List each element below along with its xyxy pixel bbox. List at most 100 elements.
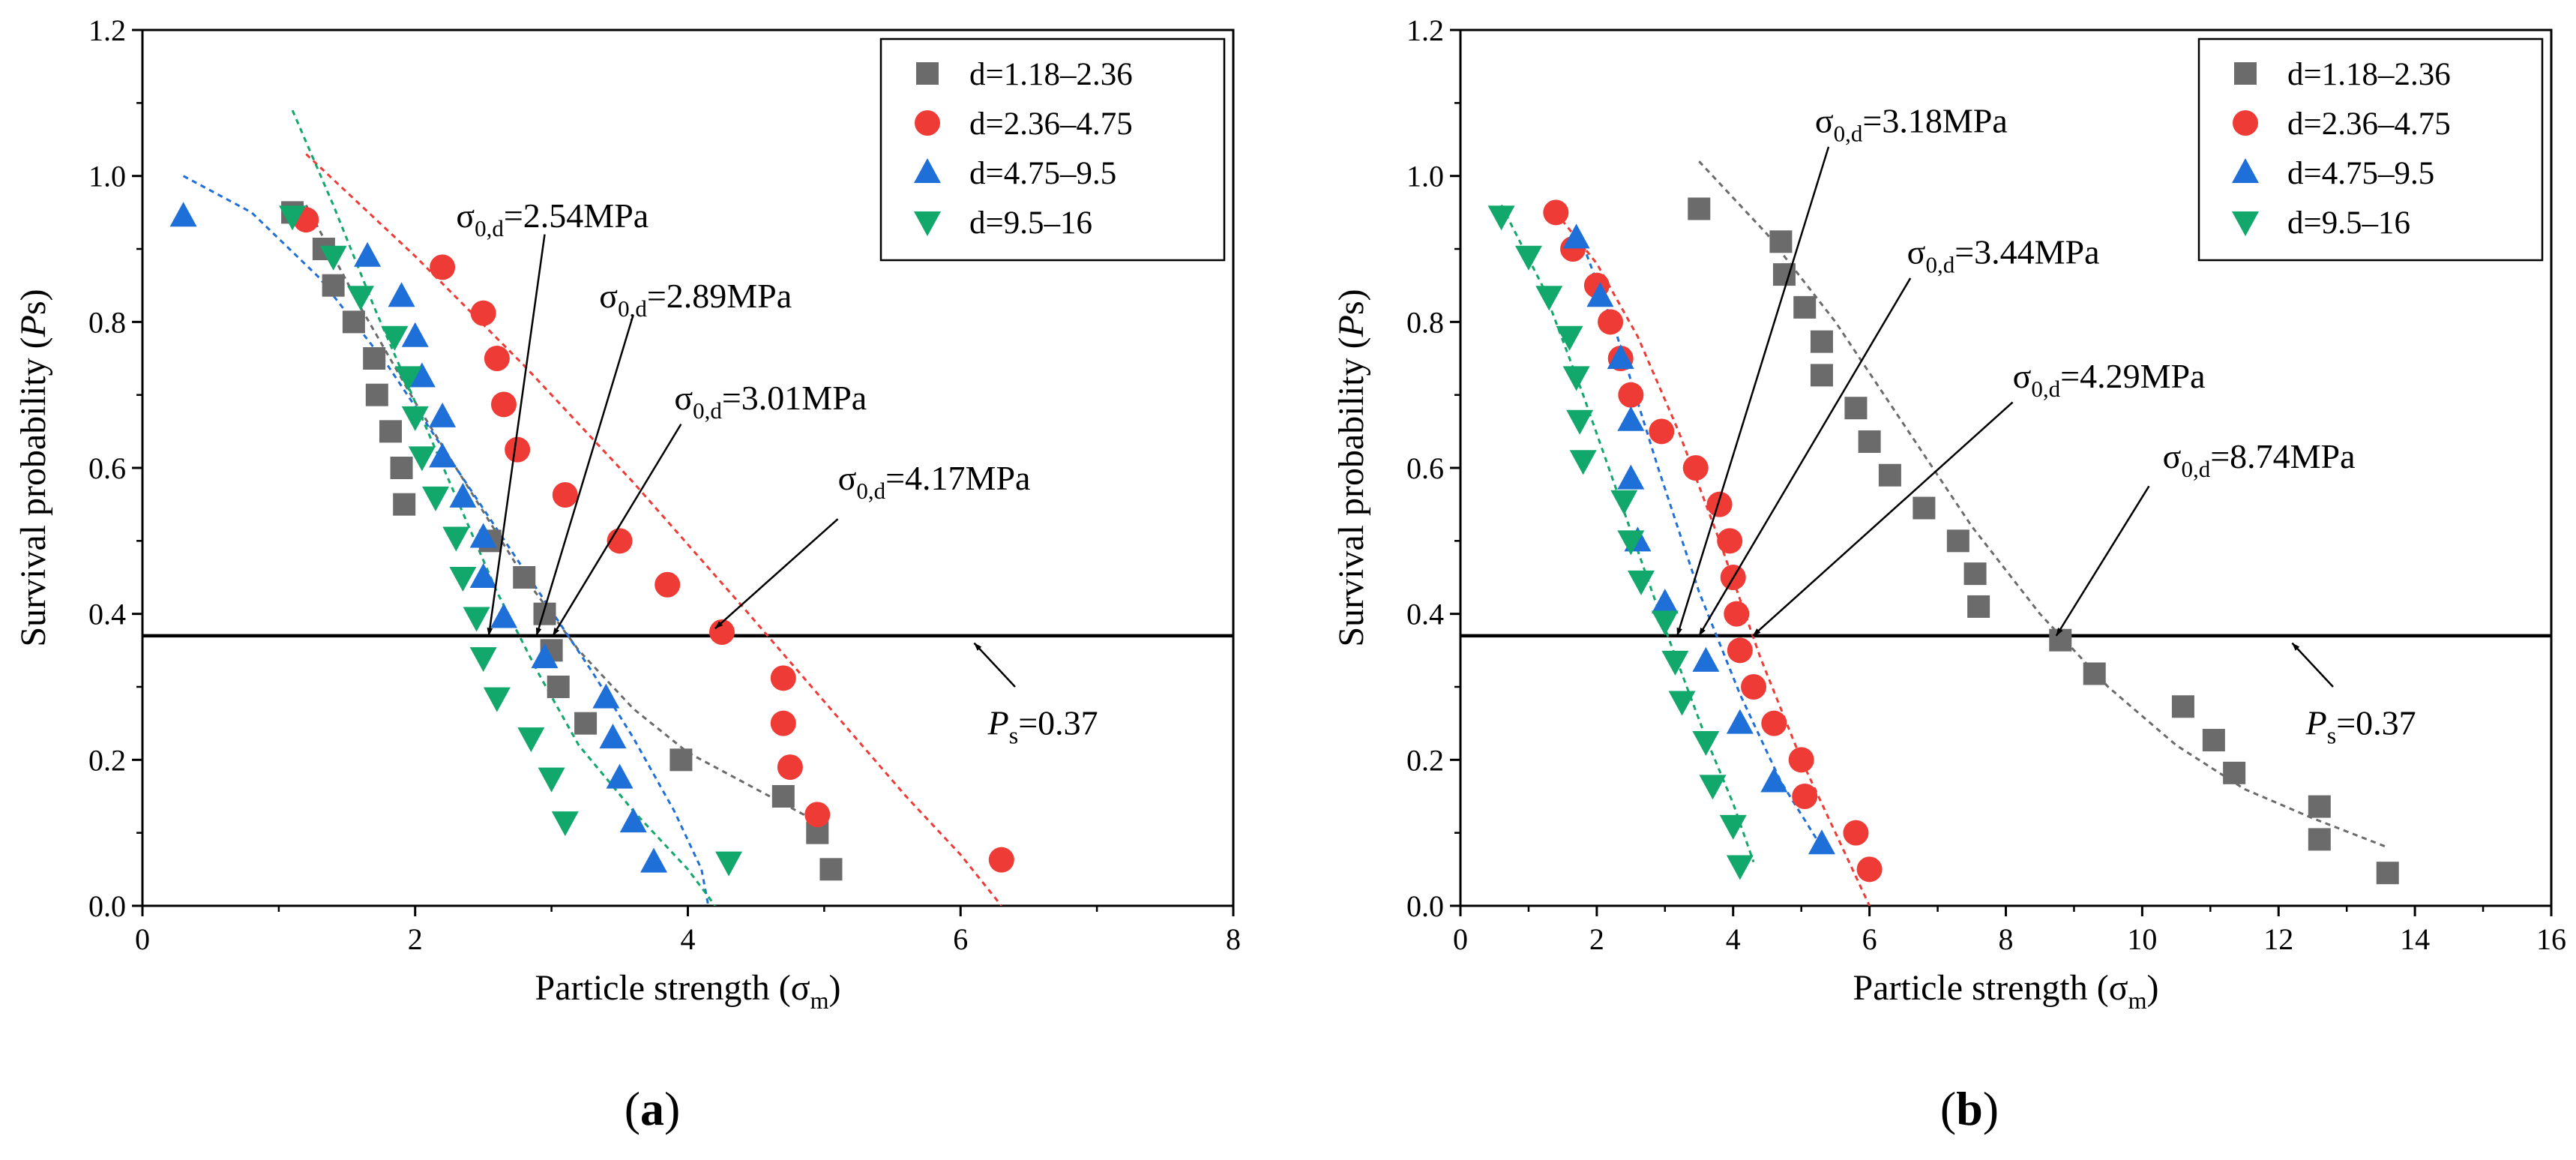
data-point-triangle-down [538,767,565,793]
data-point-circle [777,754,803,781]
series-points [1688,197,2399,885]
data-point-square [1844,397,1868,420]
data-point-circle [770,665,796,691]
data-point-circle [988,847,1014,873]
panel-label: (a) [625,1082,681,1135]
data-point-square [1878,463,1901,487]
data-point-circle [1618,382,1644,408]
data-point-circle [1741,674,1767,700]
annotation-label: σ0,d=4.17MPa [838,459,1031,504]
data-point-circle [654,571,681,598]
series-points [281,201,843,881]
data-point-square [2376,862,2399,885]
data-point-square [2308,795,2331,818]
data-point-circle [1724,601,1750,627]
data-point-square [1793,295,1817,319]
data-point-triangle-down [381,325,409,351]
chart-panel-b: 0 2 4 6 8 10 12 14 16 0.0 0.2 0.4 0.6 0.8 1.0 1.2 Partic… [1331,13,2566,1135]
data-point-triangle-up [1651,589,1679,614]
y-tick-label: 0.0 [1406,889,1444,923]
data-point-circle [770,710,796,736]
data-point-square [363,347,386,370]
data-point-triangle-up [1586,282,1614,307]
data-point-triangle-down [1556,325,1583,351]
data-point-triangle-up [1617,464,1645,490]
data-point-square [2202,729,2225,752]
data-point-triangle-down [1566,409,1594,435]
reference-arrow [2291,642,2334,688]
annotation-arrow [487,234,546,637]
data-point-triangle-up [1607,344,1634,369]
data-point-circle [1761,710,1787,736]
data-point-square [2083,662,2106,685]
data-point-triangle-up [388,282,415,307]
annotation-label: σ0,d=3.18MPa [1815,101,2008,146]
legend-entry-label: d=4.75–9.5 [2287,156,2434,191]
x-tick-label: 8 [1999,922,2014,956]
data-point-circle [1788,747,1814,773]
data-point-triangle-down [1562,366,1590,391]
x-tick-label: 14 [2400,922,2430,956]
data-point-triangle-up [169,202,197,227]
annotation-arrow [2055,485,2150,637]
data-point-square [1769,230,1793,253]
data-point-triangle-down [1668,691,1696,716]
data-point-triangle-up [490,603,517,628]
data-point-triangle-down [442,526,470,552]
y-tick-label: 0.4 [1406,598,1444,631]
data-point-circle [1792,784,1818,809]
fit-curve [291,109,717,906]
data-point-circle [1682,455,1709,481]
data-point-circle [915,110,940,136]
x-tick-label: 2 [408,922,423,956]
data-point-square [2049,628,2072,652]
data-point-square [365,383,388,406]
x-axis-title: Particle strength (σm) [1853,968,2159,1014]
data-point-circle [1717,528,1743,554]
data-point-square [1963,562,1987,586]
y-tick-label: 0.2 [1406,743,1444,777]
panel-label: (b) [1940,1082,1999,1135]
y-tick-label: 1.0 [1406,160,1444,193]
data-point-triangle-down [1692,731,1720,756]
reference-arrow [973,642,1016,688]
data-point-square [1688,197,1711,220]
data-point-triangle-up [1562,223,1590,249]
data-point-circle [552,482,578,508]
annotation-label: σ0,d=3.44MPa [1907,232,2100,277]
data-point-circle [1706,491,1733,517]
x-tick-label: 0 [135,922,150,956]
x-tick-label: 8 [1226,922,1241,956]
y-axis-title: Survival probability (Ps) [1331,289,1371,646]
data-point-circle [1543,199,1569,226]
data-point-square [342,310,365,334]
annotation-arrow [1752,401,2014,637]
data-point-triangle-up [914,158,941,183]
series-points [1487,205,1754,880]
data-point-square [1913,496,1936,520]
data-point-triangle-up [1808,829,1835,855]
data-point-square [379,420,403,443]
fit-curve [1698,160,2389,849]
data-point-square [1946,529,1969,553]
data-point-square [2171,695,2194,718]
data-point-circle [505,436,531,463]
annotation-label: σ0,d=4.29MPa [2013,357,2206,402]
legend: d=1.18–2.36 d=2.36–4.75 d=4.75–9.5 d=9.5–16 [879,37,1226,262]
annotation-label: σ0,d=2.89MPa [599,277,792,322]
data-point-triangle-down [1651,610,1679,636]
data-point-triangle-down [1610,490,1638,515]
data-point-triangle-up [1692,646,1720,672]
data-point-triangle-up [606,763,634,789]
y-tick-label: 0.8 [1406,305,1444,339]
data-point-triangle-down [347,286,374,311]
data-point-circle [804,802,831,828]
data-point-circle [1598,309,1624,335]
data-point-triangle-down [551,811,579,837]
legend-entry-label: d=9.5–16 [2287,205,2410,241]
data-point-triangle-up [354,241,382,267]
x-tick-label: 2 [1589,922,1604,956]
data-point-square [916,62,939,85]
y-tick-label: 0.6 [1406,451,1444,485]
